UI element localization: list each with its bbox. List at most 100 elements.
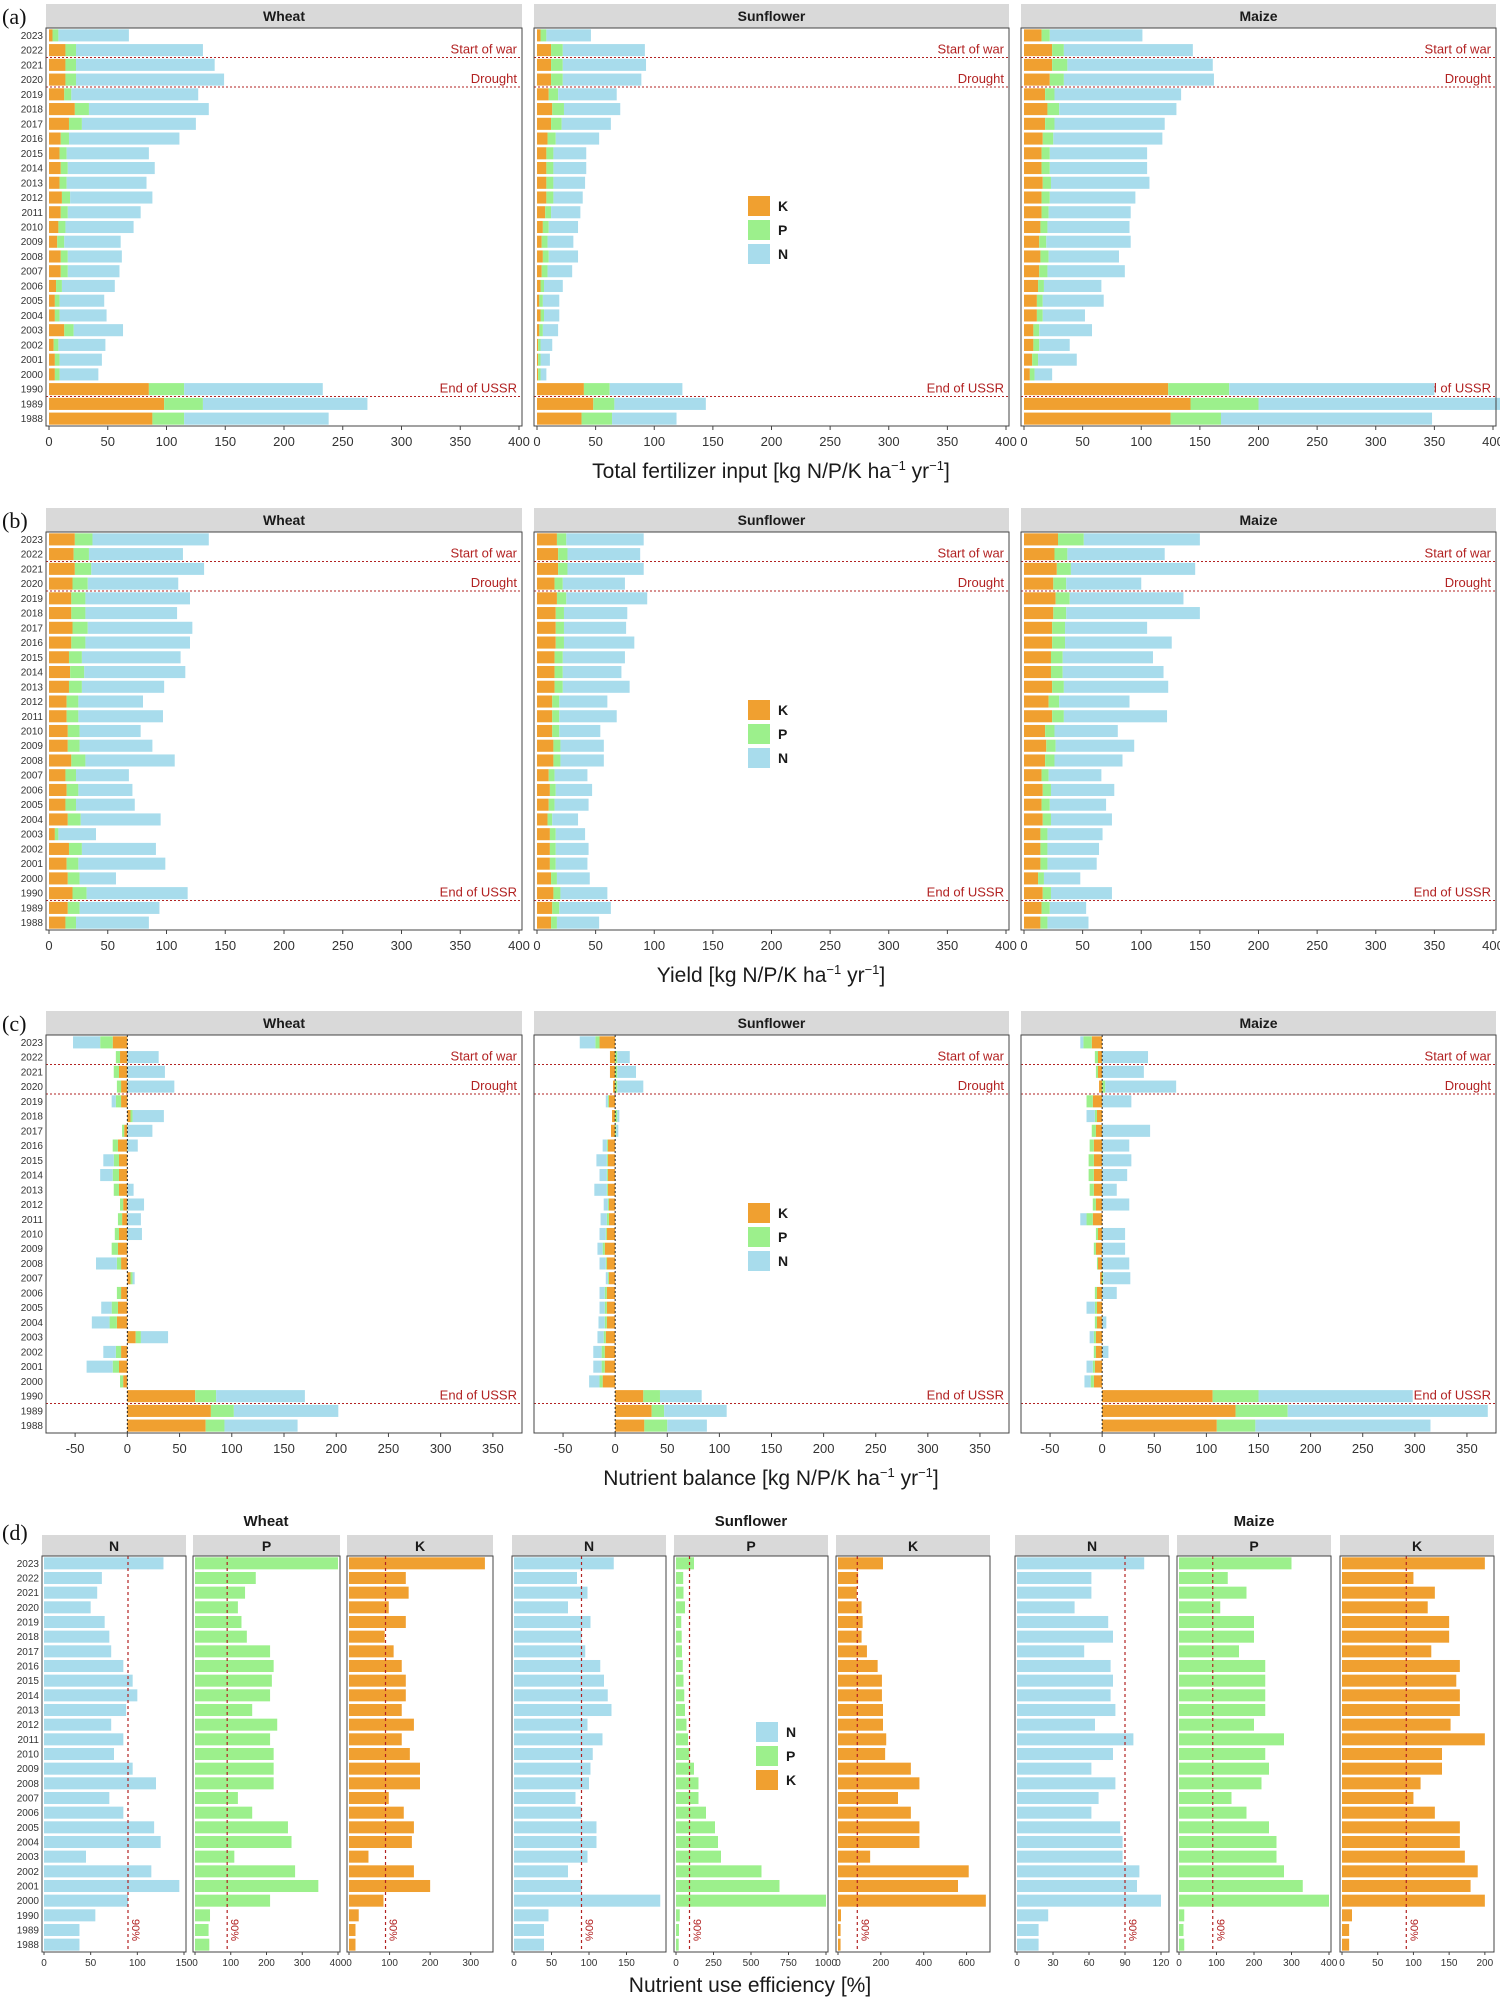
- bar-P-1989: [210, 1404, 234, 1417]
- bar-N-2007: [76, 769, 129, 782]
- facet-strip: [674, 1535, 828, 1556]
- x-tick-label: 150: [618, 1958, 635, 1969]
- bar-N-2012: [127, 1198, 145, 1211]
- facet-title: K: [908, 1538, 918, 1554]
- facet-sunflower: Sunflower Start of war Drought End of USSR -…: [533, 1011, 1010, 1456]
- bar-P-2004: [109, 1316, 117, 1329]
- y-tick-label: 2023: [21, 31, 44, 42]
- bar-P-2016: [71, 636, 86, 649]
- y-tick-label: 2009: [21, 237, 44, 248]
- bar-P-2018: [130, 1110, 133, 1123]
- bar-K-2003: [1095, 1331, 1103, 1344]
- x-tick-label: 250: [1306, 434, 1328, 449]
- bar-N-2005: [514, 1821, 597, 1834]
- y-tick-label: 2012: [21, 193, 44, 204]
- y-tick-label: 2001: [21, 859, 44, 870]
- bar-P-2014: [1179, 1689, 1266, 1702]
- bar-K-1990: [537, 887, 554, 900]
- y-tick-label: 2018: [17, 1632, 40, 1643]
- bar-P-2009: [67, 739, 80, 752]
- bar-N-2006: [61, 279, 115, 293]
- bar-N-2006: [1017, 1806, 1092, 1819]
- bar-K-2000: [1024, 368, 1030, 381]
- bar-P-2021: [615, 1065, 618, 1078]
- facet-sunflower-N: N 90% 0 50 100 150: [511, 1535, 667, 1969]
- y-tick-label: 2020: [21, 579, 44, 590]
- bar-K-1989: [49, 397, 165, 410]
- bar-N-2022: [1067, 548, 1165, 561]
- bar-P-2000: [67, 872, 80, 885]
- bar-N-2022: [1063, 44, 1193, 57]
- bar-P-2018: [71, 607, 86, 620]
- y-tick-label: 1990: [17, 1911, 40, 1922]
- bar-P-2008: [542, 250, 549, 263]
- legend-label-P: P: [778, 222, 787, 238]
- y-tick-label: 2005: [17, 1823, 40, 1834]
- x-tick-label: 50: [588, 938, 602, 953]
- bar-N-2021: [1017, 1586, 1092, 1599]
- event-label-war: Start of war: [938, 41, 1005, 56]
- bar-P-2000: [551, 872, 557, 885]
- bar-P-2003: [1040, 828, 1048, 841]
- bar-P-2010: [1040, 220, 1048, 234]
- bar-K-2004: [1024, 813, 1043, 826]
- bar-P-2003: [1033, 324, 1040, 337]
- bar-K-2007: [49, 769, 66, 782]
- bar-K-2014: [49, 161, 61, 175]
- bar-K-2020: [1024, 577, 1054, 590]
- bar-N-2010: [79, 724, 141, 738]
- bar-N-2016: [68, 132, 180, 145]
- bar-K-2011: [122, 1213, 128, 1226]
- bar-N-2020: [44, 1601, 91, 1614]
- bar-K-2011: [1024, 710, 1053, 723]
- bar-P-1988: [644, 1419, 668, 1432]
- bar-P-1988: [195, 1938, 210, 1951]
- x-tick-label: 300: [878, 938, 900, 953]
- bar-P-2022: [73, 548, 89, 561]
- x-tick-label: 0: [1020, 938, 1027, 953]
- bar-K-2008: [1342, 1777, 1421, 1790]
- bar-N-1989: [79, 901, 160, 914]
- bar-N-2018: [514, 1630, 582, 1643]
- bar-K-2007: [1024, 265, 1040, 278]
- bar-K-2012: [1024, 191, 1042, 204]
- bar-K-2001: [604, 1360, 616, 1373]
- bar-K-2008: [838, 1777, 920, 1790]
- bar-N-2003: [597, 1331, 604, 1344]
- facet-wheat-P: P 90% 0 100 200 300 400: [192, 1535, 347, 1969]
- legend-label-N: N: [786, 1724, 796, 1740]
- bar-N-2001: [555, 857, 588, 870]
- bar-N-2005: [44, 1821, 155, 1834]
- bar-N-2005: [76, 798, 135, 811]
- bar-P-2008: [1096, 1257, 1098, 1270]
- bar-K-2019: [1342, 1615, 1450, 1629]
- bar-K-2000: [1024, 872, 1039, 885]
- bar-K-2014: [537, 161, 547, 175]
- bar-N-2019: [605, 1095, 608, 1108]
- x-tick-label: -50: [1041, 1441, 1060, 1456]
- bar-P-1989: [67, 901, 80, 914]
- bar-P-2018: [676, 1630, 682, 1643]
- bar-K-2013: [49, 680, 69, 693]
- x-tick-label: 250: [865, 1441, 887, 1456]
- bar-N-2009: [1055, 739, 1135, 752]
- bar-N-2014: [100, 1168, 113, 1182]
- bar-K-2003: [1024, 324, 1034, 337]
- bar-K-2008: [349, 1777, 420, 1790]
- bar-N-2013: [1017, 1703, 1116, 1717]
- bar-K-2002: [349, 1865, 414, 1878]
- bar-N-2023: [566, 533, 644, 546]
- y-tick-label: 2018: [21, 1112, 44, 1123]
- bar-K-2018: [838, 1630, 862, 1643]
- bar-K-2003: [1342, 1850, 1465, 1863]
- y-tick-label: 2003: [21, 1333, 44, 1344]
- bar-K-2005: [1024, 294, 1037, 307]
- bar-P-2005: [548, 798, 555, 811]
- bar-P-2011: [1179, 1733, 1284, 1746]
- y-tick-label: 2004: [21, 1318, 44, 1329]
- bar-P-2006: [549, 783, 556, 797]
- bar-N-2010: [1102, 1227, 1126, 1241]
- bar-N-2018: [1017, 1630, 1113, 1643]
- bar-K-2008: [537, 250, 543, 263]
- bar-N-2004: [91, 1316, 110, 1329]
